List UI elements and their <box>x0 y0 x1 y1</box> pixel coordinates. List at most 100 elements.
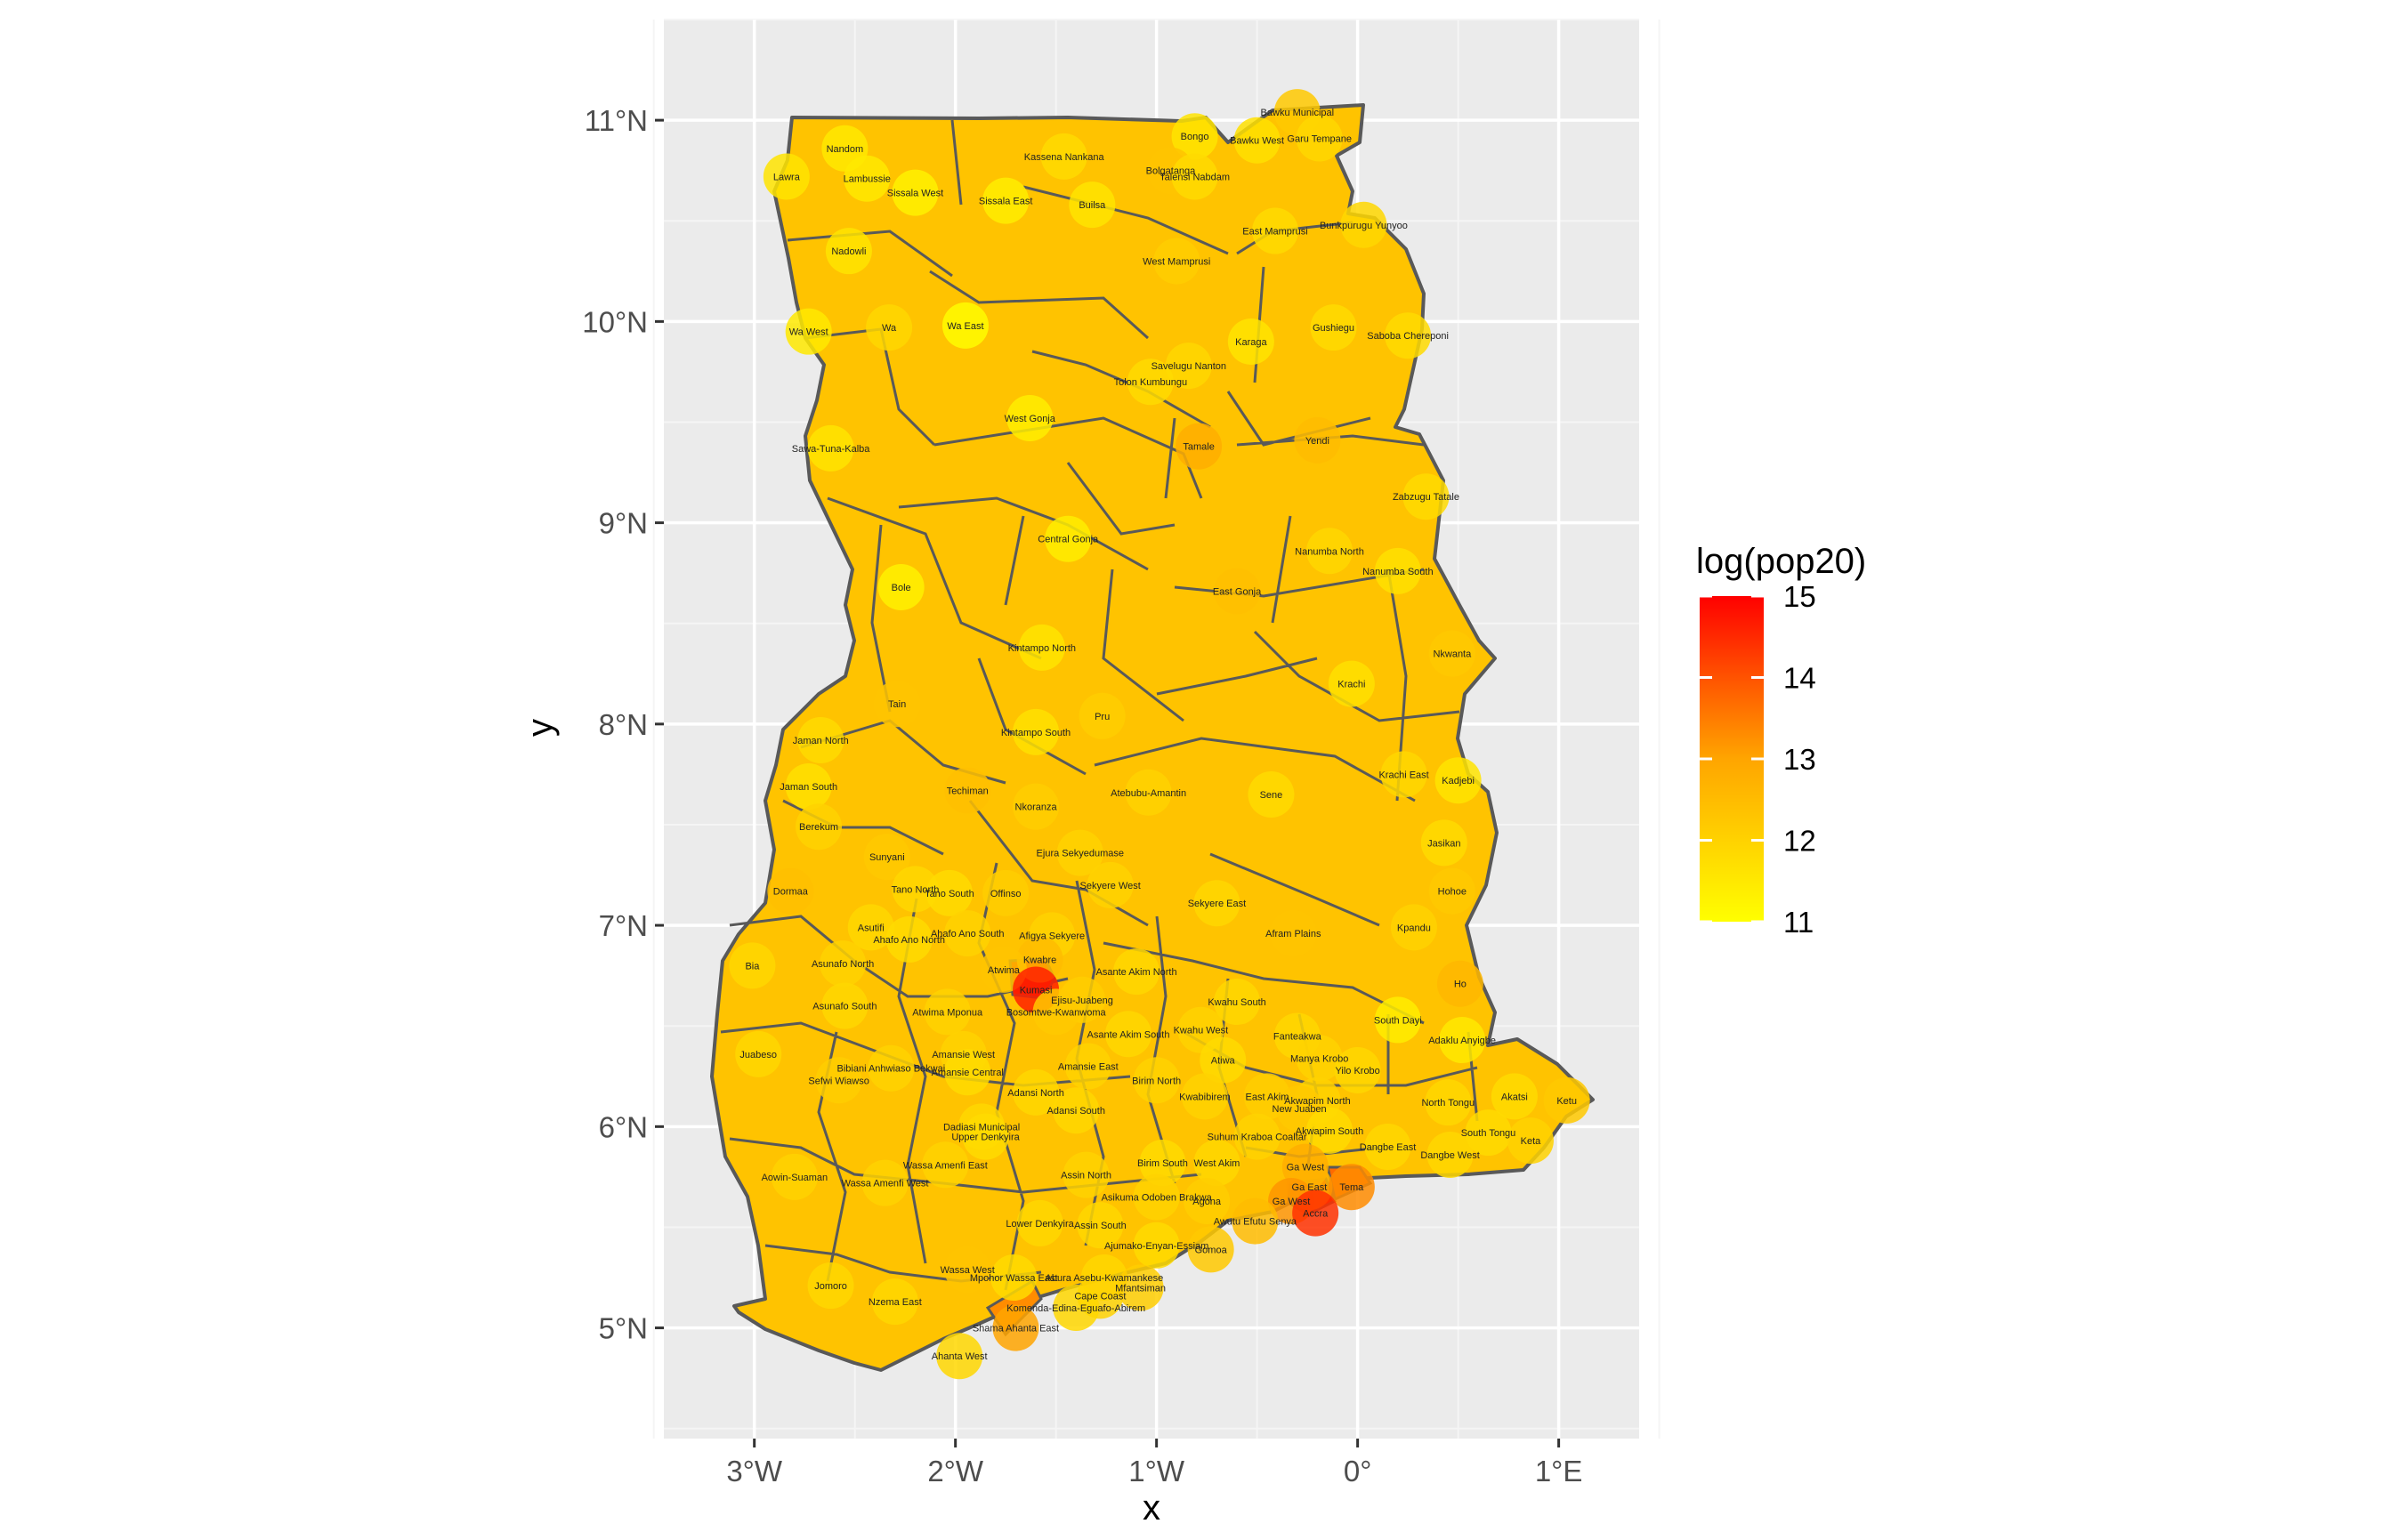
district-fill <box>807 424 854 472</box>
district-label: West Mamprusi <box>1143 256 1210 267</box>
district-label: North Tongu <box>1421 1098 1475 1109</box>
district-label: Savelugu Nanton <box>1151 361 1226 372</box>
district-fill <box>1426 1132 1474 1178</box>
district-label: Tano South <box>925 889 974 899</box>
district-fill <box>1434 757 1482 804</box>
district-label: Bole <box>892 583 911 593</box>
district-label: Nadowli <box>831 246 866 257</box>
district-label: Amansie West <box>932 1050 995 1060</box>
district-label: Lower Denkyira <box>1006 1219 1074 1230</box>
legend-tick-label: 13 <box>1783 743 1816 776</box>
district-label: New Juaben <box>1273 1104 1327 1115</box>
district-label: Nzema East <box>869 1297 922 1308</box>
x-axis: 3°W 2°W 1°W 0° 1°E <box>726 1439 1582 1488</box>
district-label: Ho <box>1454 980 1467 990</box>
district-fill <box>1305 1107 1353 1154</box>
legend: log(pop20) 15 14 13 12 11 <box>1696 542 1866 939</box>
district-label: Assin North <box>1061 1171 1111 1181</box>
district-fill <box>924 988 971 1036</box>
district-fill <box>1364 1123 1411 1170</box>
y-tick-label: 5°N <box>599 1312 648 1345</box>
district-label: Dadiasi Municipal <box>943 1122 1020 1133</box>
district-label: Yilo Krobo <box>1335 1066 1379 1076</box>
district-label: Mpohor Wassa East <box>970 1273 1058 1284</box>
district-label: Ga East <box>1292 1182 1328 1193</box>
district-fill <box>1056 829 1103 876</box>
district-label: Jaman North <box>793 736 849 746</box>
district-label: Atebubu-Amantin <box>1111 788 1186 799</box>
district-label: Zabzugu Tatale <box>1393 492 1459 503</box>
district-label: Ahafo Ano South <box>931 929 1005 939</box>
district-label: Bosomtwe-Kwanwoma <box>1006 1007 1107 1018</box>
y-tick-label: 10°N <box>582 305 648 338</box>
district-label: Aowin-Suaman <box>762 1173 828 1183</box>
district-fill <box>1013 708 1060 755</box>
district-label: Bibiani Anhwiaso Bekwai <box>837 1064 946 1075</box>
district-label: Bunkpurugu Yunyoo <box>1320 221 1408 231</box>
district-fill <box>785 308 832 355</box>
district-label: Amansie Central <box>932 1068 1004 1078</box>
district-fill <box>1153 238 1200 285</box>
district-fill <box>1232 1197 1279 1245</box>
district-label: Kwahu South <box>1208 997 1265 1008</box>
district-label: Kintampo North <box>1008 643 1076 654</box>
district-fill <box>1016 1199 1063 1246</box>
district-label: Adaklu Anyigbe <box>1428 1036 1496 1046</box>
district-fill <box>1374 996 1421 1044</box>
district-fill <box>820 940 867 988</box>
district-label: Assin South <box>1074 1221 1127 1231</box>
district-fill <box>1013 1068 1060 1116</box>
district-label: Birim North <box>1132 1076 1181 1086</box>
district-fill <box>1018 624 1065 671</box>
district-fill <box>962 1113 1009 1160</box>
district-label: Atiwa <box>1211 1056 1236 1067</box>
district-label: Accra <box>1303 1209 1329 1220</box>
district-fill <box>1507 1117 1554 1165</box>
district-fill <box>944 1049 991 1096</box>
district-fill <box>1420 819 1467 867</box>
district-label: Komenda-Edina-Eguafo-Abirem <box>1006 1303 1145 1314</box>
district-label: Central Gonja <box>1038 535 1099 545</box>
district-label: Nkoranza <box>1015 802 1058 813</box>
district-label: East Gonja <box>1213 587 1262 598</box>
district-label: Karaga <box>1235 337 1267 348</box>
district-label: Kumasi <box>1020 985 1053 996</box>
district-label: Yendi <box>1305 436 1329 447</box>
y-tick-label: 7°N <box>599 909 648 942</box>
district-fill <box>1385 312 1432 359</box>
district-label: Atwima Mponua <box>912 1007 983 1018</box>
district-label: Tain <box>888 699 906 710</box>
district-fill <box>885 915 933 963</box>
district-fill <box>861 1159 909 1206</box>
district-label: Sissala West <box>887 189 943 199</box>
district-label: Tano North <box>892 884 940 895</box>
district-label: Offinso <box>990 889 1022 899</box>
district-fill <box>1428 867 1475 915</box>
district-label: Keta <box>1521 1136 1542 1147</box>
district-label: Builsa <box>1079 200 1106 211</box>
district-label: Wa West <box>789 327 828 338</box>
district-label: Amansie East <box>1058 1061 1119 1072</box>
district-fill <box>944 1246 991 1293</box>
district-label: Cape Coast <box>1074 1291 1126 1302</box>
district-fill <box>1214 568 1261 615</box>
district-fill <box>735 1030 782 1077</box>
district-label: Techiman <box>947 786 989 797</box>
district-label: Ga West <box>1287 1163 1325 1173</box>
district-fill <box>982 869 1030 916</box>
district-fill <box>844 155 891 202</box>
district-fill <box>1296 115 1343 162</box>
district-label: Bawku Municipal <box>1261 108 1335 118</box>
district-fill <box>1292 1189 1339 1237</box>
district-fill <box>1127 359 1174 406</box>
district-label: Nkwanta <box>1433 649 1472 660</box>
x-tick-label: 3°W <box>726 1455 783 1488</box>
district-label: Wa <box>882 323 897 334</box>
district-fill <box>1248 771 1295 818</box>
district-fill <box>815 1057 862 1104</box>
district-fill <box>1233 1113 1281 1160</box>
district-fill <box>1296 1035 1343 1082</box>
district-fill <box>1270 910 1317 957</box>
y-tick-label: 8°N <box>599 708 648 741</box>
